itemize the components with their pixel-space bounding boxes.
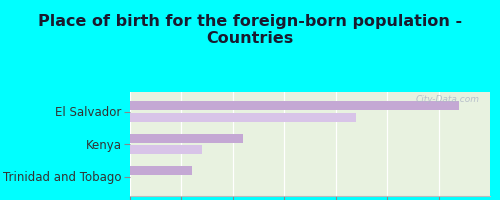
Text: Place of birth for the foreign-born population -
Countries: Place of birth for the foreign-born popu… <box>38 14 462 46</box>
Bar <box>130 166 192 175</box>
Text: City-Data.com: City-Data.com <box>415 95 479 104</box>
Bar <box>130 134 243 143</box>
Bar <box>130 101 459 110</box>
Bar <box>130 113 356 122</box>
Bar <box>130 145 202 154</box>
